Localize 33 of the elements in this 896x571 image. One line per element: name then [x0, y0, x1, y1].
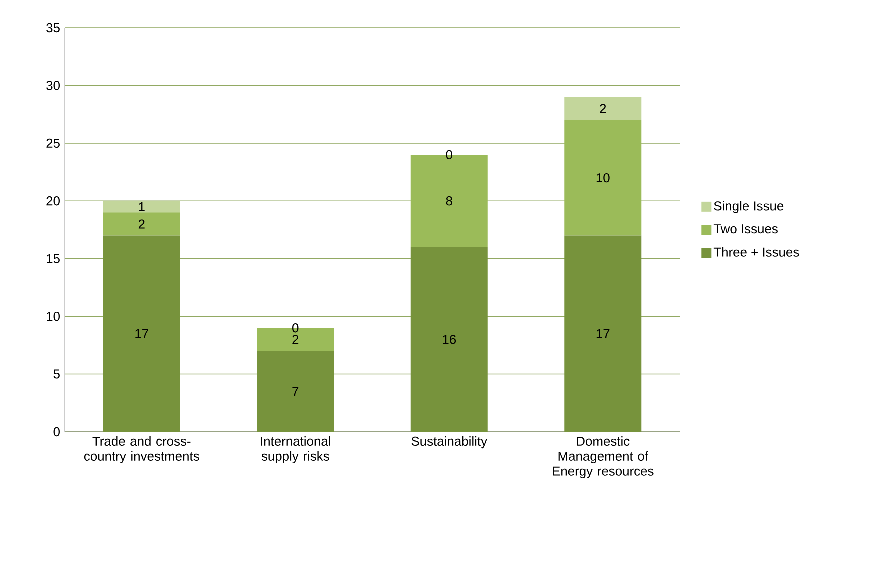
x-tick-label: Sustainability	[412, 436, 488, 449]
legend-label: Three + Issues	[714, 247, 800, 257]
x-tick-label: Trade and cross-country investments	[84, 436, 200, 464]
data-label: 17	[596, 329, 610, 338]
bar	[564, 120, 642, 236]
y-tick-label: 25	[46, 138, 60, 148]
data-label: 7	[292, 387, 299, 396]
bar	[103, 212, 180, 236]
x-tick-label: International supply risks	[261, 436, 330, 464]
y-tick-label: 10	[47, 312, 60, 322]
y-tick-label: 0	[54, 427, 60, 437]
data-label: 2	[600, 104, 606, 114]
bar	[410, 247, 488, 432]
legend-label: Single Issue	[714, 201, 784, 214]
data-label: 2	[292, 335, 299, 344]
x-tick-label: Domestic Management of Energy resources	[553, 436, 654, 478]
data-label: 8	[446, 196, 452, 206]
data-label: 17	[136, 329, 148, 338]
data-label: 2	[138, 220, 145, 229]
bar	[103, 201, 180, 213]
y-tick-label: 15	[47, 254, 60, 264]
data-label: 10	[596, 173, 610, 183]
y-tick-label: 35	[46, 23, 60, 33]
bar	[103, 236, 180, 432]
data-label: 16	[443, 335, 456, 344]
y-tick-label: 30	[46, 81, 60, 90]
y-tick-label: 20	[46, 196, 60, 206]
bar	[564, 236, 642, 432]
bar	[564, 97, 642, 120]
data-label: 1	[139, 202, 145, 212]
legend-label: Two Issues	[714, 224, 778, 234]
bar	[257, 351, 334, 432]
y-tick-label: 5	[54, 370, 60, 379]
